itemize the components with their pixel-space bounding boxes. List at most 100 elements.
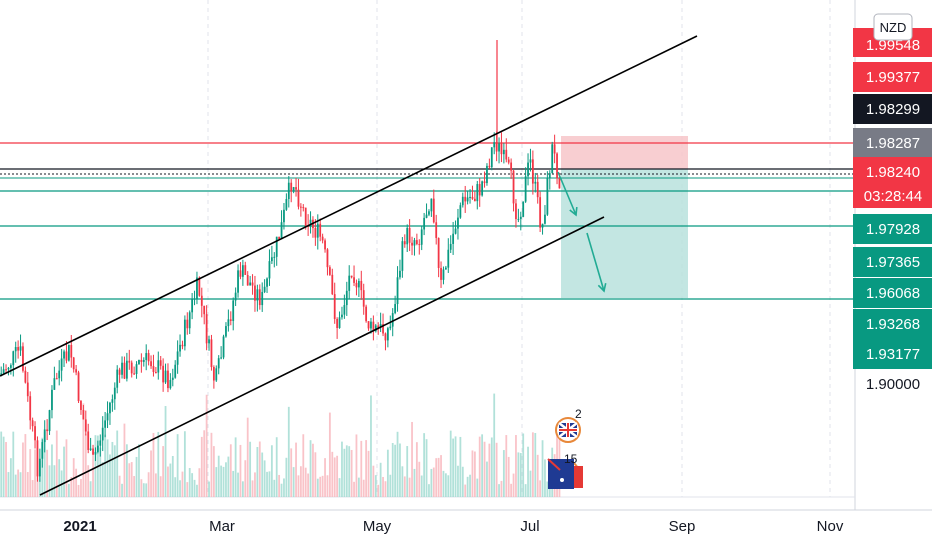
price-label[interactable]: 1.97365: [853, 247, 932, 277]
volume-bar: [94, 435, 97, 497]
time-tick-label[interactable]: Mar: [209, 518, 235, 535]
candle-body: [328, 267, 331, 275]
price-label[interactable]: 1.99377: [853, 62, 932, 92]
currency-badge[interactable]: NZD: [873, 13, 913, 41]
candle: [367, 321, 370, 331]
time-tick-label[interactable]: Nov: [817, 518, 844, 535]
channel-lower-line[interactable]: [39, 216, 605, 496]
candle: [553, 134, 556, 164]
volume-bar: [113, 445, 116, 497]
candle-body: [63, 351, 65, 359]
candle-body: [524, 176, 527, 202]
candle: [128, 349, 131, 370]
price-label[interactable]: 1.98299: [853, 94, 932, 124]
volume-bar: [51, 444, 53, 497]
candle-body: [384, 333, 387, 341]
candle-body: [370, 321, 372, 329]
candle-body: [72, 357, 75, 370]
candle-body: [254, 285, 256, 301]
candle: [193, 290, 196, 306]
candle: [174, 360, 177, 379]
volume-bar: [413, 468, 416, 497]
candle: [84, 410, 87, 436]
candle: [411, 236, 413, 256]
volume-bar: [123, 423, 126, 497]
candle-body: [469, 196, 471, 198]
volume-bar: [374, 475, 377, 497]
candle: [461, 192, 464, 208]
volume-bar: [55, 430, 58, 497]
candle-body: [507, 159, 510, 163]
price-label[interactable]: 1.98240: [853, 157, 932, 187]
price-label[interactable]: 1.97928: [853, 214, 932, 244]
candle: [191, 293, 194, 320]
volume-bar: [171, 456, 174, 497]
candle-body: [341, 314, 343, 318]
candle-body: [203, 305, 206, 315]
candle-body: [222, 336, 225, 358]
time-tick-label[interactable]: Jul: [520, 518, 539, 535]
candle-body: [290, 182, 293, 192]
candle-body: [399, 270, 401, 278]
candle: [145, 344, 148, 371]
candle: [423, 212, 426, 236]
volume-bar: [539, 480, 542, 497]
candle: [348, 265, 351, 300]
event-badge-au[interactable]: 15: [547, 452, 583, 489]
candle-body: [444, 267, 447, 270]
price-label-text: 1.93177: [866, 346, 920, 363]
candle: [43, 420, 46, 453]
trend-channel[interactable]: [0, 35, 698, 496]
volume-bar: [210, 432, 213, 497]
price-axis[interactable]: 1.99548 1.99377 1.98299 1.98287 1.98240 03:28…: [853, 0, 932, 510]
candle: [94, 447, 97, 462]
candle-body: [556, 153, 558, 179]
candle-body: [217, 358, 220, 369]
candle: [396, 266, 399, 312]
time-tick-label[interactable]: Sep: [669, 518, 696, 535]
volume-bar: [244, 460, 247, 497]
candle-body: [256, 289, 259, 301]
price-label[interactable]: 1.93268: [853, 309, 932, 339]
candle: [505, 138, 508, 163]
price-label[interactable]: 1.96068: [853, 278, 932, 308]
volume-bar: [254, 472, 256, 497]
event-badges[interactable]: 2 15: [547, 407, 583, 489]
candle: [152, 354, 155, 377]
candle-body: [466, 197, 469, 202]
volume-bar: [128, 463, 131, 497]
candle: [196, 271, 198, 305]
price-label[interactable]: 03:28:44: [853, 184, 932, 208]
price-label-text: 1.98299: [866, 101, 920, 118]
candle-body: [159, 360, 162, 366]
candle: [239, 262, 242, 280]
candle-body: [186, 319, 189, 329]
channel-upper-line[interactable]: [0, 35, 698, 377]
price-label-text: 1.93268: [866, 316, 920, 333]
candle: [328, 265, 331, 276]
candle-body: [498, 143, 500, 152]
candle-body: [92, 448, 94, 455]
time-tick-label[interactable]: May: [363, 518, 392, 535]
candle: [425, 203, 428, 219]
au-flag-star: [560, 478, 564, 482]
candle: [34, 421, 36, 449]
candle: [154, 367, 157, 374]
price-label[interactable]: 1.93177: [853, 339, 932, 369]
candle: [483, 171, 486, 188]
candle: [466, 190, 469, 205]
candle-body: [82, 410, 85, 420]
arrow-second-leg-shaft: [586, 232, 605, 292]
candle: [449, 235, 452, 254]
candle-body: [215, 368, 218, 381]
price-label[interactable]: 1.90000: [866, 376, 920, 393]
candle: [99, 434, 102, 457]
volume-bar: [22, 442, 24, 497]
time-tick-label[interactable]: 2021: [63, 518, 96, 535]
candle: [333, 282, 336, 324]
event-badge-uk[interactable]: 2: [555, 407, 582, 443]
price-label[interactable]: 1.98287: [853, 128, 932, 158]
volume-bar: [502, 450, 505, 497]
time-axis[interactable]: 2021 Mar May Jul Sep Nov: [0, 509, 932, 535]
